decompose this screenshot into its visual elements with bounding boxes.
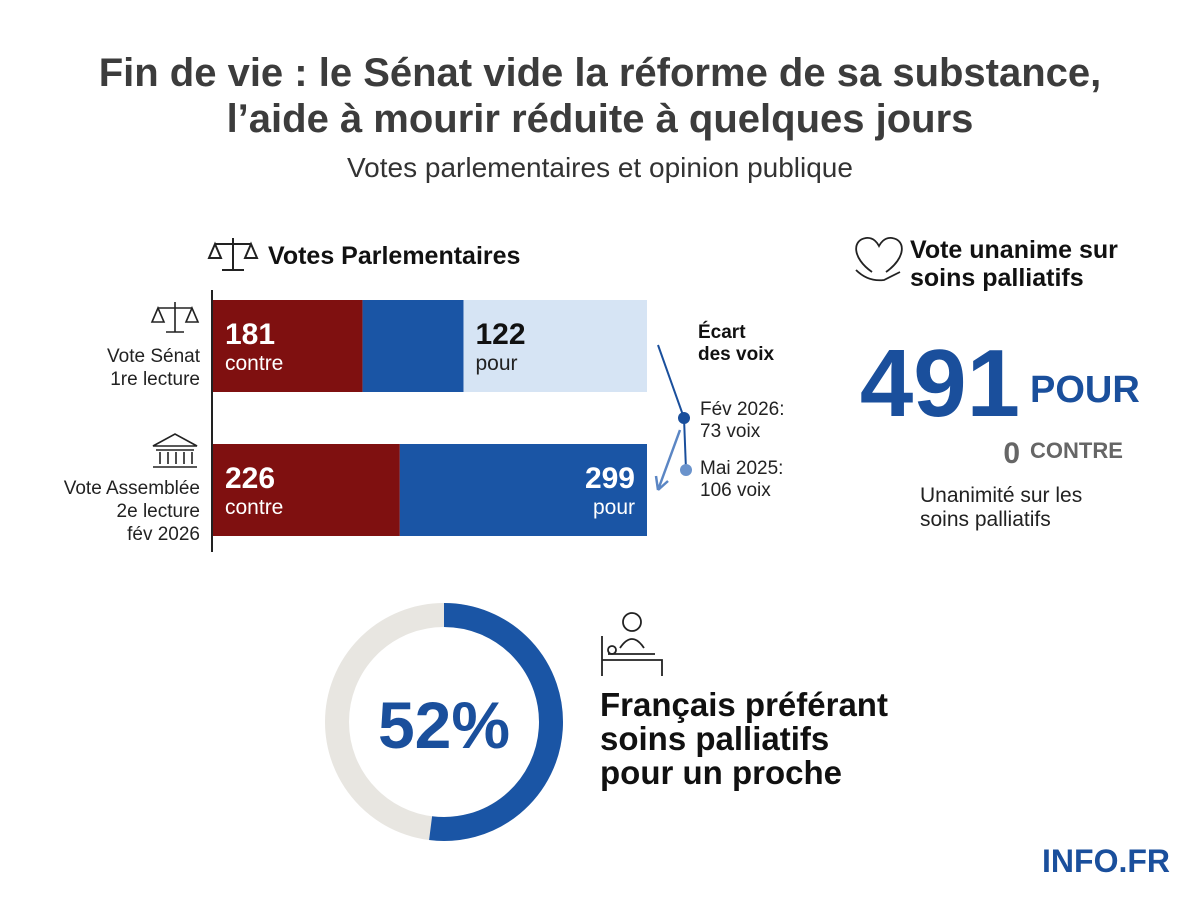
bar-value-label: pour bbox=[475, 352, 517, 375]
bar-value-label: contre bbox=[225, 352, 283, 375]
small-label: CONTRE bbox=[1030, 438, 1123, 463]
bar-pour bbox=[399, 444, 647, 536]
row-label: fév 2026 bbox=[127, 524, 200, 545]
row-label: Vote Sénat bbox=[107, 346, 201, 367]
row-label: 2e lecture bbox=[117, 501, 200, 522]
gap-dot bbox=[678, 412, 690, 424]
brand: INFO.FR bbox=[1042, 843, 1170, 879]
note: soins palliatifs bbox=[920, 508, 1051, 531]
gap-title: des voix bbox=[698, 344, 774, 365]
building-icon bbox=[152, 433, 198, 468]
caption: soins palliatifs bbox=[600, 720, 829, 757]
section-title: Votes Parlementaires bbox=[268, 242, 520, 270]
care-icon bbox=[601, 612, 663, 676]
bar-value: 226 bbox=[225, 462, 275, 495]
panel-title: Vote unanime sur bbox=[910, 236, 1118, 264]
title-line: l’aide à mourir réduite à quelques jours bbox=[227, 97, 974, 141]
note: Unanimité sur les bbox=[920, 484, 1082, 507]
gap-label: 106 voix bbox=[700, 480, 771, 501]
bar-value-label: pour bbox=[593, 496, 635, 519]
gap-label: Fév 2026: bbox=[700, 399, 785, 420]
small-number: 0 bbox=[1003, 437, 1020, 470]
row-label: Vote Assemblée bbox=[64, 478, 200, 499]
gap-line bbox=[683, 417, 687, 471]
gap-dot bbox=[680, 464, 692, 476]
bar-contre bbox=[213, 300, 363, 392]
bar-value: 122 bbox=[475, 318, 525, 351]
gap-panel: Écart des voix Fév 2026: 73 voix Mai 202… bbox=[654, 321, 785, 501]
bar-value-label: contre bbox=[225, 496, 283, 519]
subtitle: Votes parlementaires et opinion publique bbox=[347, 152, 853, 183]
unanimous-panel: Vote unanime sur soins palliatifs 491 PO… bbox=[855, 236, 1140, 531]
gap-line bbox=[657, 344, 685, 419]
scales-icon bbox=[150, 302, 200, 333]
hand-icon bbox=[855, 269, 901, 282]
gap-label: 73 voix bbox=[700, 421, 761, 442]
panel-title: soins palliatifs bbox=[910, 264, 1084, 292]
donut-label: 52% bbox=[378, 688, 510, 762]
gap-title: Écart bbox=[698, 321, 746, 343]
bar-pour bbox=[362, 300, 464, 392]
donut-arc bbox=[429, 603, 563, 841]
caption: Français préférant bbox=[600, 686, 888, 723]
bar-contre bbox=[213, 444, 400, 536]
gap-label: Mai 2025: bbox=[700, 458, 783, 479]
bar-value: 299 bbox=[585, 462, 635, 495]
big-label: POUR bbox=[1030, 369, 1140, 411]
title-line: Fin de vie : le Sénat vide la réforme de… bbox=[99, 51, 1102, 95]
scales-icon bbox=[207, 238, 259, 271]
bar-value: 181 bbox=[225, 318, 275, 351]
heart-icon bbox=[855, 237, 903, 273]
caption: pour un proche bbox=[600, 754, 842, 791]
row-label: 1re lecture bbox=[110, 369, 200, 390]
big-number: 491 bbox=[860, 330, 1020, 437]
gap-arrow bbox=[654, 429, 682, 491]
